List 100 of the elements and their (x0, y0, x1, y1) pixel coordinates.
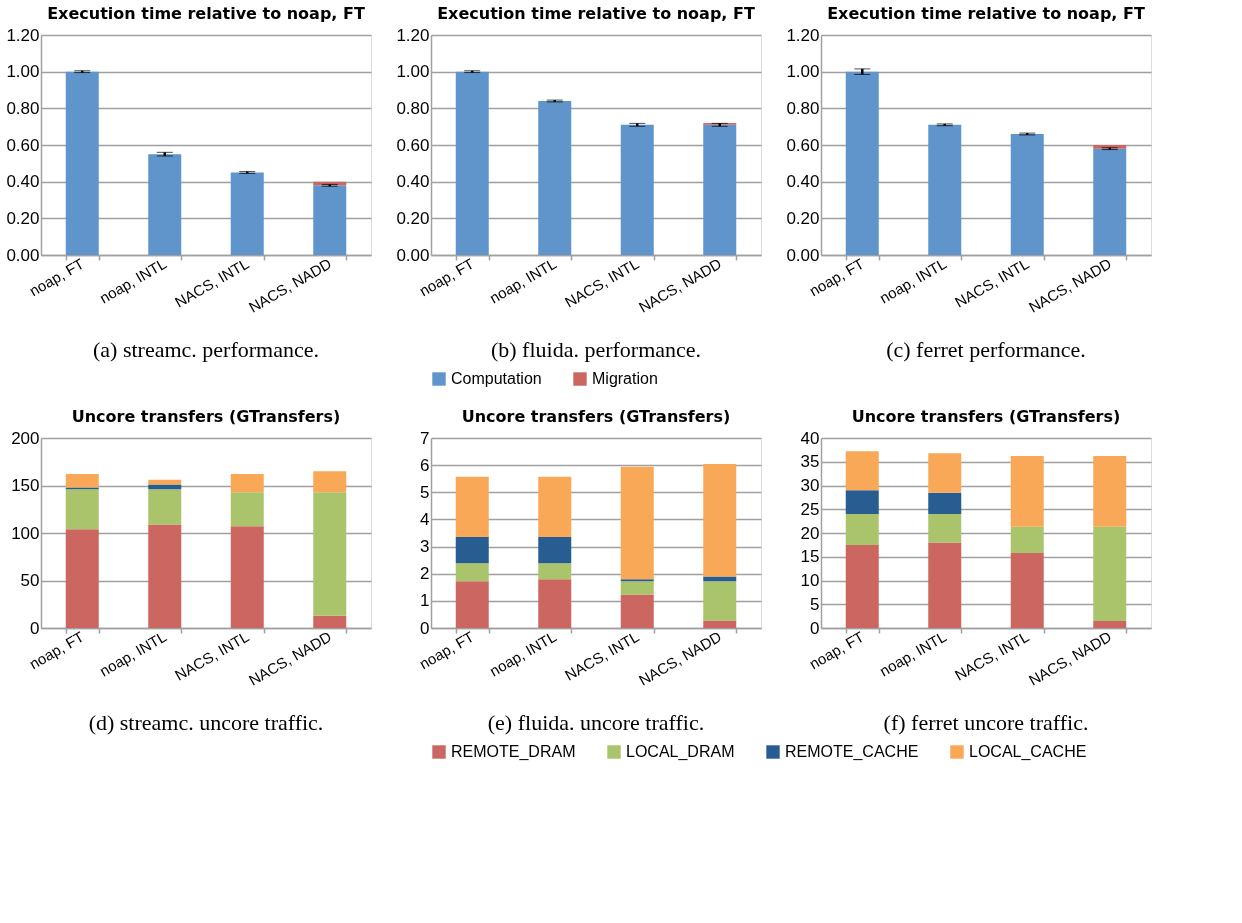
y-tick-label: 0 (810, 618, 820, 638)
y-tick-label: 6 (420, 455, 430, 475)
bar (703, 464, 737, 577)
bar (1010, 134, 1044, 255)
bar (1010, 456, 1044, 527)
y-tick-label: 0.20 (6, 208, 40, 228)
chart-title: Execution time relative to noap, FT (827, 4, 1145, 23)
y-tick-label: 1.20 (396, 25, 430, 45)
y-tick-label: 0.80 (396, 98, 430, 118)
chart-title: Uncore transfers (GTransfers) (71, 407, 341, 426)
text: (b) fluida. performance. (490, 337, 702, 362)
bar (230, 474, 264, 493)
chart-title: Uncore transfers (GTransfers) (461, 407, 731, 426)
bar (538, 563, 572, 580)
bar (65, 489, 99, 530)
y-tick-label: 25 (800, 499, 820, 519)
x-tick-label: noap, INTL (486, 254, 560, 307)
legend-label: REMOTE_CACHE (785, 743, 919, 761)
bar (620, 124, 654, 255)
bar (313, 615, 347, 628)
y-tick-label: 0.00 (396, 245, 430, 265)
legend-label: LOCAL_CACHE (969, 743, 1087, 761)
bar (455, 563, 489, 582)
y-tick-label: 0.60 (396, 135, 430, 155)
x-tick-label: noap, INTL (96, 627, 170, 680)
bar (928, 514, 962, 543)
y-tick-label: 0.00 (6, 245, 40, 265)
bar (703, 581, 737, 621)
bar (148, 479, 182, 485)
y-tick-label: 2 (420, 564, 430, 584)
bar (620, 466, 654, 580)
y-tick-label: 15 (800, 547, 820, 567)
y-tick-label: 150 (11, 476, 40, 495)
text: (a) streamc. performance. (93, 337, 319, 362)
y-tick-label: 1.20 (786, 25, 820, 45)
bar (455, 71, 489, 255)
x-tick-label: noap, INTL (96, 254, 170, 307)
bar (538, 537, 572, 564)
bar (1093, 148, 1127, 255)
bar (1010, 526, 1044, 553)
text: (f) ferret uncore traffic. (883, 710, 1089, 735)
y-tick-label: 0.20 (786, 208, 820, 228)
y-tick-label: 1.00 (396, 62, 430, 82)
bar (620, 579, 654, 582)
y-tick-label: 0 (420, 618, 430, 638)
bar (230, 492, 264, 527)
bar (65, 71, 99, 255)
bar (538, 579, 572, 628)
bar (620, 594, 654, 628)
bar (538, 101, 572, 255)
bar (455, 476, 489, 538)
y-tick-label: 1.20 (6, 25, 40, 45)
chart-title: Uncore transfers (GTransfers) (851, 407, 1121, 426)
bar (845, 544, 879, 628)
bar (928, 492, 962, 514)
x-tick-label: noap, INTL (876, 254, 950, 307)
y-tick-label: 0.80 (786, 98, 820, 118)
bar (230, 172, 264, 255)
chart-title: Execution time relative to noap, FT (437, 4, 755, 23)
bar (928, 124, 962, 255)
bar (1010, 552, 1044, 628)
y-tick-label: 40 (800, 428, 820, 448)
y-tick-label: 3 (420, 537, 430, 557)
bar (928, 542, 962, 628)
text: (d) streamc. uncore traffic. (88, 710, 324, 735)
y-tick-label: 0.60 (786, 135, 820, 155)
bar (455, 581, 489, 628)
y-tick-label: 200 (11, 428, 40, 448)
legend-label: Computation (451, 370, 542, 387)
y-tick-label: 10 (800, 571, 820, 590)
bar (313, 471, 347, 493)
y-tick-label: 50 (20, 571, 40, 590)
y-tick-label: 0.40 (396, 172, 430, 192)
y-tick-label: 35 (800, 452, 820, 472)
bar (1093, 620, 1127, 628)
bar (148, 524, 182, 628)
bar (313, 492, 347, 616)
y-tick-label: 1.00 (6, 62, 40, 82)
x-tick-label: noap, INTL (876, 627, 950, 680)
bar (703, 576, 737, 582)
bar (620, 581, 654, 595)
y-tick-label: 0.00 (786, 245, 820, 265)
y-tick-label: 0 (30, 618, 40, 638)
bar (455, 537, 489, 564)
bar (845, 514, 879, 545)
bar (845, 490, 879, 514)
x-tick-label: noap, INTL (486, 627, 560, 680)
y-tick-label: 0.40 (6, 172, 40, 192)
y-tick-label: 4 (420, 509, 430, 529)
text: (e) fluida. uncore traffic. (487, 710, 705, 735)
legend-label: LOCAL_DRAM (626, 743, 735, 761)
bar (703, 620, 737, 628)
y-tick-label: 0.20 (396, 208, 430, 228)
y-tick-label: 0.40 (786, 172, 820, 192)
y-tick-label: 100 (11, 523, 40, 543)
bar (703, 124, 737, 255)
bar (928, 453, 962, 493)
y-tick-label: 5 (810, 594, 820, 614)
y-tick-label: 0.80 (6, 98, 40, 118)
bar (230, 526, 264, 628)
